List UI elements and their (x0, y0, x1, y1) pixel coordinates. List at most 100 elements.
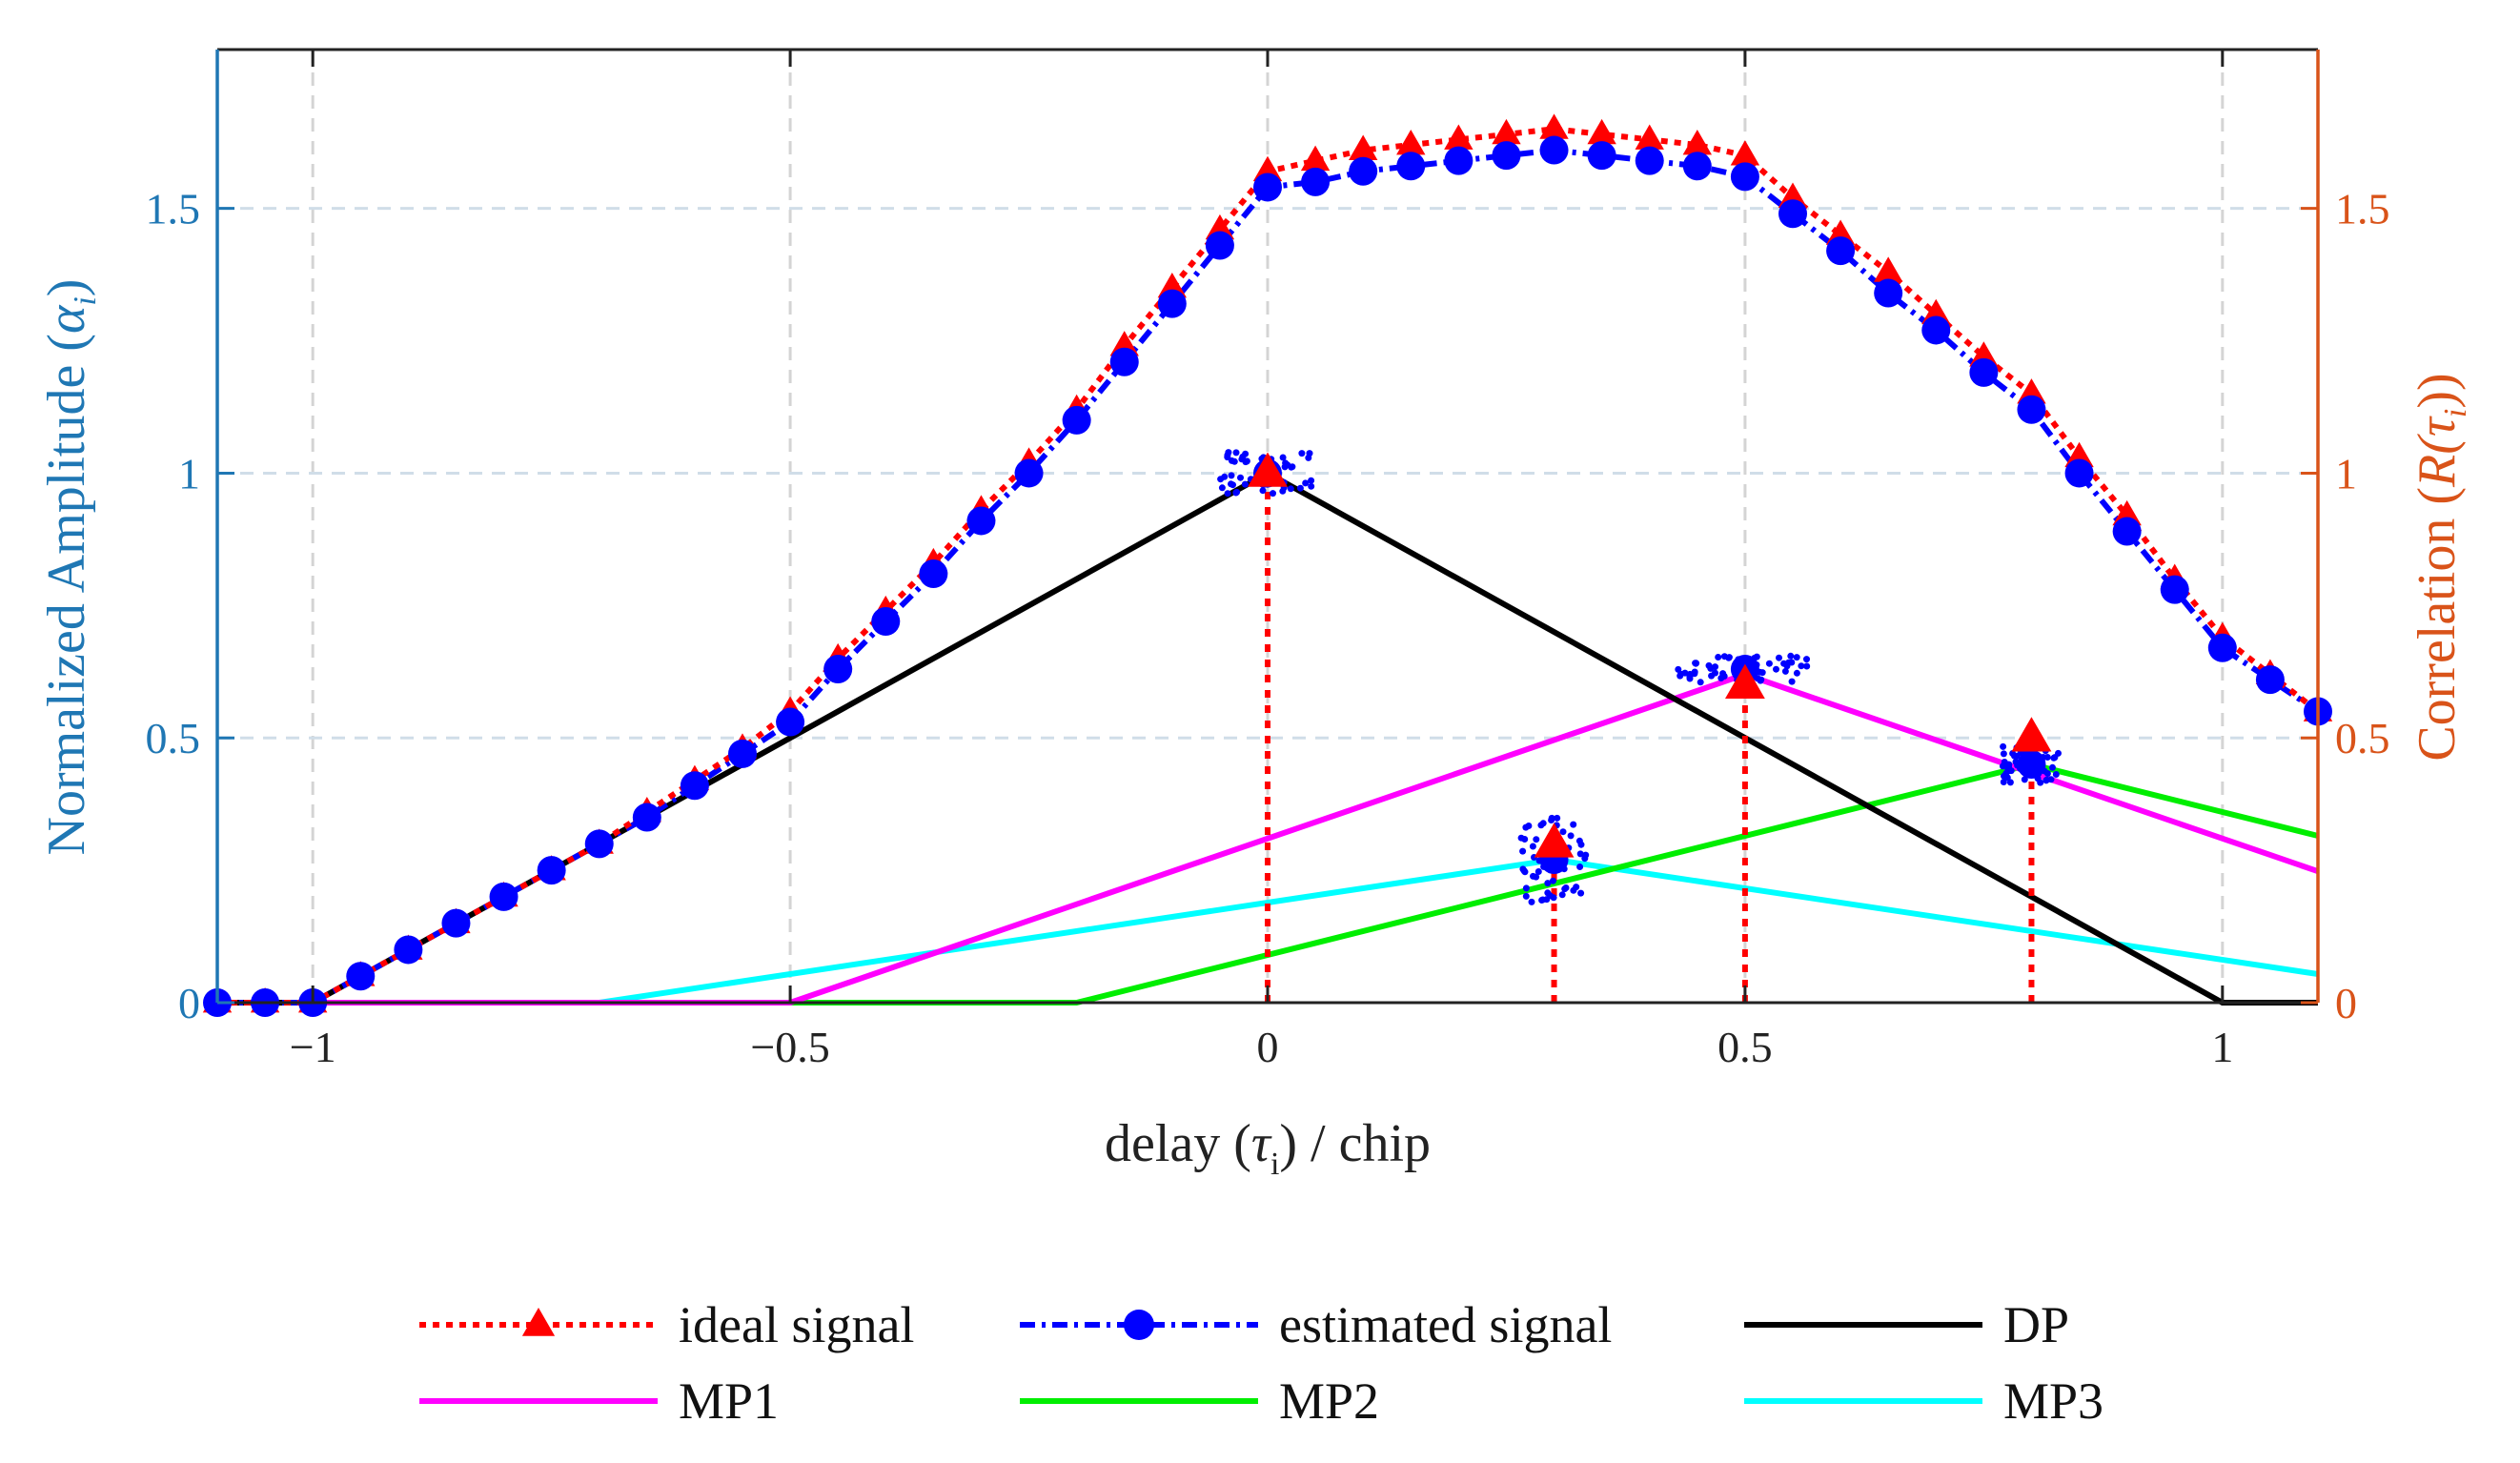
tap-sample-point (1528, 898, 1535, 905)
estimated-signal-point (1492, 141, 1521, 171)
tap-sample-point (1559, 828, 1567, 836)
estimated-signal-point (489, 882, 518, 911)
tap-sample-point (1519, 865, 1527, 873)
estimated-signal-point (871, 607, 901, 636)
estimated-signal-point (1969, 357, 1999, 387)
tap-sample-point (1787, 652, 1795, 660)
tap-sample-point (1228, 457, 1235, 464)
tap-sample-point (2006, 779, 2014, 786)
legend-label-mp1: MP1 (679, 1372, 779, 1430)
tap-sample-point (1259, 487, 1267, 495)
tap-sample-point (2052, 771, 2060, 778)
legend-marker-estimated (1124, 1310, 1154, 1340)
estimated-signal-point (1539, 135, 1569, 165)
tap-sample-point (1570, 821, 1577, 828)
tap-sample-point (1562, 884, 1570, 891)
tap-sample-point (1533, 836, 1540, 843)
y-tick-label-right: 1.5 (2335, 185, 2390, 234)
tap-sample-point (1567, 832, 1575, 840)
estimated-signal-point (1730, 162, 1759, 192)
ticks: −1 −0.5 0 0.5 1 0 0 0.5 0.5 1 1 1.5 1.5 (146, 50, 2390, 1071)
tap-sample-point (1308, 477, 1315, 484)
estimated-signal-point (2207, 633, 2237, 662)
x-tick-label: −1 (290, 1023, 336, 1071)
estimated-signal-point (966, 506, 996, 536)
tap-sample-point (1238, 456, 1246, 463)
tap-sample-point (1232, 449, 1240, 457)
estimated-tap-point (2017, 750, 2046, 779)
estimated-signal-point (441, 908, 471, 938)
tap-sample-point (1230, 481, 1236, 489)
tap-stems (1265, 473, 2035, 1003)
tap-sample-point (2049, 763, 2056, 771)
tap-sample-point (1519, 847, 1527, 855)
tap-sample-point (2000, 742, 2007, 750)
tap-sample-point (1521, 836, 1529, 843)
tap-sample-point (2000, 779, 2007, 785)
legend-label-dp: DP (2003, 1296, 2069, 1353)
ideal-signal-point (1348, 134, 1378, 160)
tap-sample-point (1708, 672, 1716, 680)
estimated-signal-point (2064, 458, 2094, 488)
grid (217, 50, 2318, 1003)
ideal-tap-point (1534, 823, 1575, 858)
tap-sample-point (1242, 450, 1250, 457)
tap-sample-point (1550, 877, 1556, 884)
legend-label-estimated: estimated signal (1279, 1296, 1612, 1353)
tap-sample-point (1241, 480, 1249, 488)
tap-sample-point (1776, 654, 1782, 661)
y-tick-label-right: 0 (2335, 979, 2357, 1027)
legend-label-mp2: MP2 (1279, 1372, 1379, 1430)
signal-markers (202, 113, 2333, 1017)
tap-sample-point (1305, 454, 1312, 461)
ideal-tap-point (2011, 717, 2052, 752)
estimated-signal-point (1587, 141, 1616, 171)
y-tick-label-left: 0 (178, 979, 200, 1027)
tap-sample-point (1228, 472, 1235, 479)
estimated-signal-point (2017, 395, 2046, 424)
tap-sample-point (2051, 754, 2059, 762)
ideal-signal-point (1587, 118, 1616, 145)
y-axis-title-left: Normalized Amplitude (αi) (37, 279, 103, 856)
tap-sample-point (2013, 752, 2021, 760)
tap-sample-point (1217, 476, 1225, 483)
y-tick-label-left: 0.5 (146, 714, 201, 762)
tap-sample-point (1788, 659, 1796, 666)
estimated-signal-point (1157, 289, 1187, 318)
estimated-signal-point (394, 935, 423, 965)
y-tick-label-left: 1.5 (146, 185, 201, 234)
tap-sample-point (2000, 750, 2007, 758)
estimated-signal-point (2255, 665, 2285, 695)
tap-sample-point (1302, 479, 1310, 487)
estimated-signal-point (680, 771, 709, 801)
estimated-signal-point (1253, 173, 1282, 202)
tap-sample-point (1232, 489, 1240, 497)
tap-sample-point (2001, 772, 2007, 780)
ideal-tap-point (1248, 452, 1288, 487)
tap-sample-point (1581, 855, 1589, 863)
tap-sample-point (1270, 490, 1276, 498)
tap-sample-point (1773, 665, 1779, 673)
tap-sample-point (1573, 884, 1580, 891)
ideal-signal-point (1396, 130, 1426, 155)
tap-sample-point (1793, 654, 1800, 661)
y-tick-label-right: 0.5 (2335, 714, 2390, 762)
tap-sample-point (1308, 482, 1315, 490)
estimated-signal-point (1349, 156, 1378, 186)
tap-sample-point (1218, 484, 1226, 492)
tap-sample-point (1793, 669, 1800, 677)
legend: ideal signal estimated signal DP MP1 MP2 MP3 (419, 1296, 2103, 1430)
estimated-signal-point (1109, 347, 1139, 376)
estimated-signal-point (1826, 236, 1856, 266)
ideal-signal-point (1635, 124, 1664, 150)
ideal-signal-point (1682, 130, 1713, 155)
tap-sample-point (1715, 654, 1722, 660)
tap-sample-point (1677, 672, 1684, 680)
tap-sample-point (1544, 880, 1552, 887)
tap-sample-point (1788, 678, 1796, 685)
estimated-signal-point (1921, 315, 1951, 345)
estimated-signal-point (776, 707, 805, 737)
legend-label-mp3: MP3 (2003, 1372, 2103, 1430)
tap-sample-point (1296, 484, 1304, 492)
